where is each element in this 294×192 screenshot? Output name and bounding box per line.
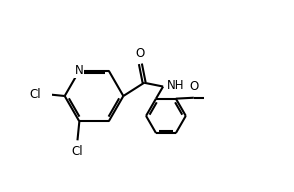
Text: N: N <box>75 64 84 77</box>
Text: O: O <box>136 47 145 60</box>
Text: Cl: Cl <box>29 88 41 101</box>
Text: NH: NH <box>167 79 185 92</box>
Text: Cl: Cl <box>72 145 83 158</box>
Text: O: O <box>189 80 198 93</box>
